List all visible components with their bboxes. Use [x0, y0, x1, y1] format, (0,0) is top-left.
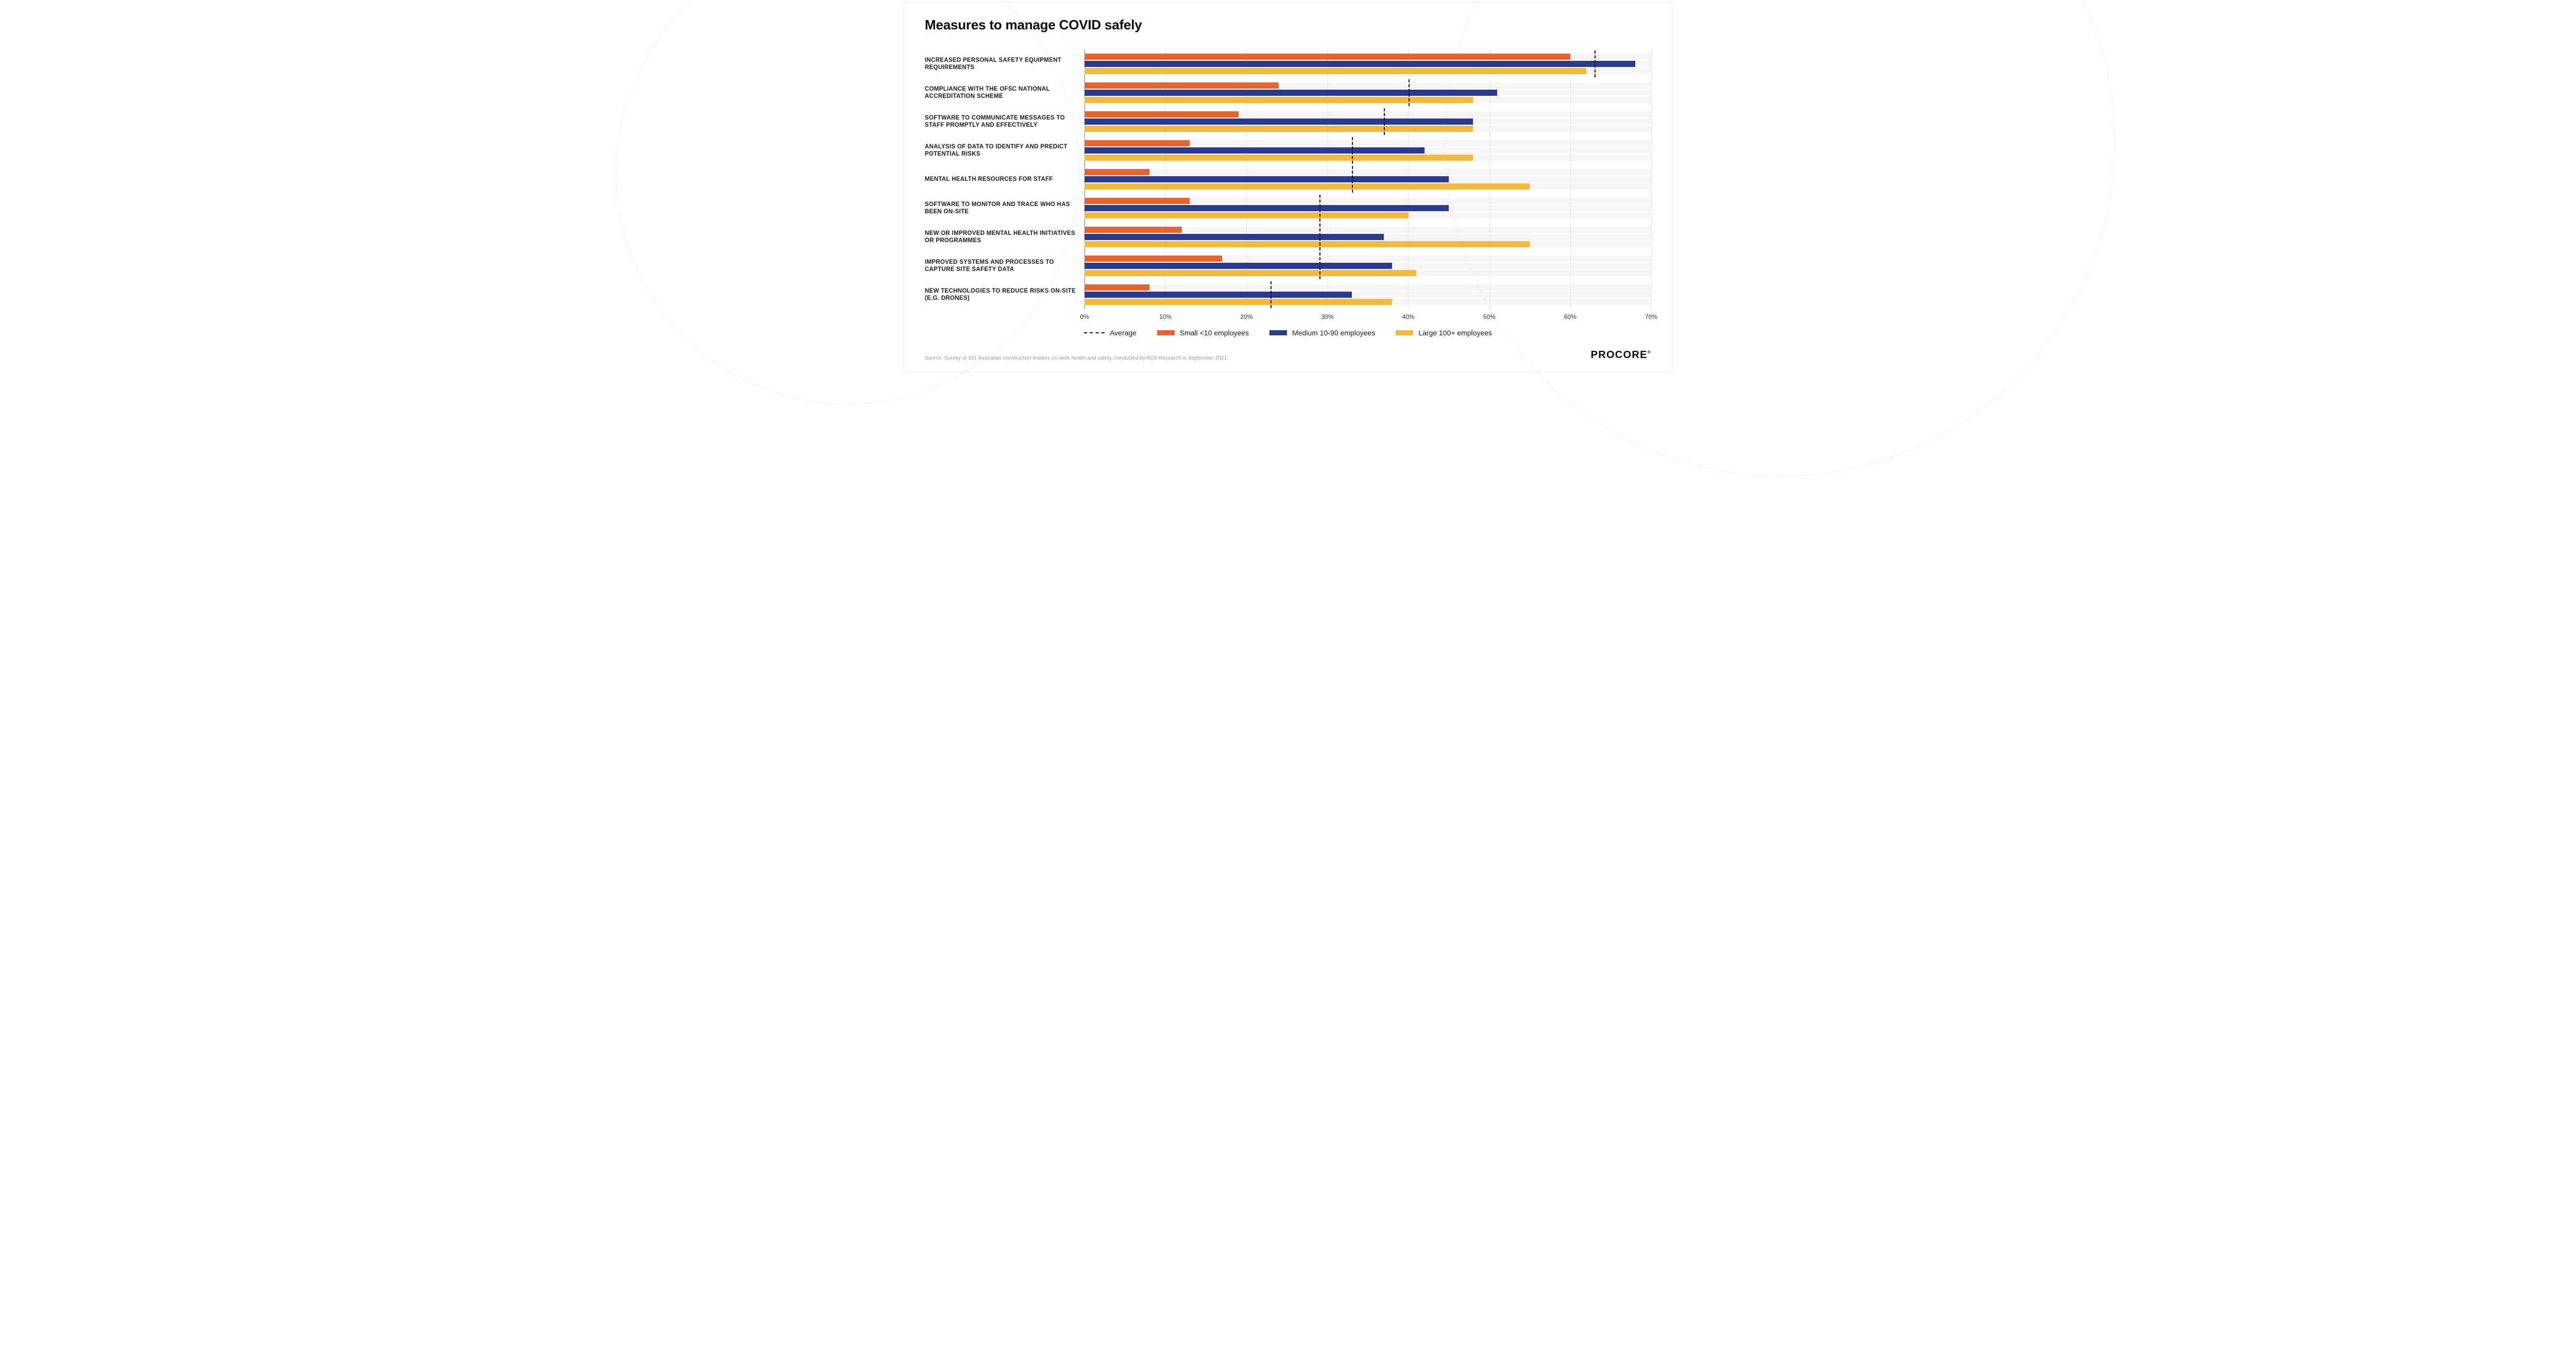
category-label: NEW OR IMPROVED MENTAL HEALTH INITIATIVE…	[925, 230, 1080, 245]
bar-large	[1084, 183, 1530, 190]
legend-item-average: Average	[1084, 329, 1137, 337]
legend: Average Small <10 employees Medium 10-90…	[925, 329, 1651, 337]
category-label: IMPROVED SYSTEMS AND PROCESSES TO CAPTUR…	[925, 259, 1080, 274]
bar-large	[1084, 97, 1473, 103]
bar-medium	[1084, 176, 1449, 182]
average-marker	[1409, 79, 1410, 106]
bar-medium	[1084, 90, 1497, 96]
bar-small	[1084, 169, 1149, 175]
x-tick-label: 0%	[1080, 313, 1089, 320]
average-marker	[1319, 224, 1320, 250]
x-tick-label: 70%	[1645, 313, 1657, 320]
legend-average-label: Average	[1110, 329, 1137, 337]
bar-large	[1084, 241, 1530, 247]
average-marker	[1352, 166, 1353, 193]
legend-label-medium: Medium 10-90 employees	[1292, 329, 1375, 337]
average-marker	[1270, 281, 1272, 308]
bar-medium	[1084, 205, 1449, 211]
average-marker	[1352, 137, 1353, 164]
legend-swatch-large	[1396, 330, 1413, 335]
bar-small	[1084, 54, 1570, 60]
average-marker	[1384, 108, 1385, 135]
x-tick-label: 40%	[1402, 313, 1415, 320]
bar-medium	[1084, 263, 1392, 269]
x-tick-label: 10%	[1159, 313, 1172, 320]
category-label-cell: INCREASED PERSONAL SAFETY EQUIPMENT REQU…	[925, 49, 1084, 78]
bar-group	[1084, 194, 1651, 223]
category-label-cell: COMPLIANCE WITH THE OFSC NATIONAL ACCRED…	[925, 78, 1084, 107]
x-tick-label: 50%	[1483, 313, 1496, 320]
legend-item-small: Small <10 employees	[1157, 329, 1249, 337]
legend-swatch-small	[1157, 330, 1175, 335]
bar-large	[1084, 155, 1473, 161]
bar-small	[1084, 198, 1190, 204]
legend-item-large: Large 100+ employees	[1396, 329, 1492, 337]
average-marker	[1319, 195, 1320, 222]
category-label-cell: ANALYSIS OF DATA TO IDENTIFY AND PREDICT…	[925, 136, 1084, 165]
bar-group	[1084, 280, 1651, 309]
bar-medium	[1084, 234, 1384, 240]
bar-small	[1084, 140, 1190, 146]
bar-group	[1084, 136, 1651, 165]
gridline	[1651, 49, 1652, 309]
x-tick-label: 20%	[1240, 313, 1252, 320]
category-label: INCREASED PERSONAL SAFETY EQUIPMENT REQU…	[925, 57, 1080, 72]
bar-group	[1084, 223, 1651, 251]
bar-large	[1084, 270, 1416, 276]
bar-group	[1084, 107, 1651, 136]
category-labels-column: INCREASED PERSONAL SAFETY EQUIPMENT REQU…	[925, 49, 1084, 309]
bar-small	[1084, 284, 1149, 291]
category-label-cell: SOFTWARE TO MONITOR AND TRACE WHO HAS BE…	[925, 194, 1084, 223]
legend-swatch-medium	[1269, 330, 1287, 335]
source-note: Source: Survey of 161 Australian constru…	[925, 355, 1228, 361]
brand-logo: PROCORE®	[1591, 349, 1651, 361]
bar-medium	[1084, 118, 1473, 125]
x-tick-label: 30%	[1321, 313, 1333, 320]
category-label-cell: NEW TECHNOLOGIES TO REDUCE RISKS ON-SITE…	[925, 280, 1084, 309]
bar-medium	[1084, 61, 1635, 67]
bar-groups	[1084, 49, 1651, 309]
category-label-cell: NEW OR IMPROVED MENTAL HEALTH INITIATIVE…	[925, 223, 1084, 251]
legend-label-large: Large 100+ employees	[1418, 329, 1492, 337]
average-marker	[1319, 252, 1320, 279]
bar-large	[1084, 68, 1586, 74]
category-label: MENTAL HEALTH RESOURCES FOR STAFF	[925, 176, 1080, 183]
bar-group	[1084, 78, 1651, 107]
bar-small	[1084, 82, 1279, 89]
chart-title: Measures to manage COVID safely	[925, 17, 1651, 33]
legend-label-small: Small <10 employees	[1180, 329, 1249, 337]
bar-large	[1084, 299, 1392, 305]
category-label: ANALYSIS OF DATA TO IDENTIFY AND PREDICT…	[925, 143, 1080, 158]
bar-group	[1084, 251, 1651, 280]
category-label: SOFTWARE TO COMMUNICATE MESSAGES TO STAF…	[925, 114, 1080, 129]
bar-group	[1084, 165, 1651, 194]
bar-small	[1084, 227, 1182, 233]
category-label-cell: SOFTWARE TO COMMUNICATE MESSAGES TO STAF…	[925, 107, 1084, 136]
average-marker	[1595, 50, 1596, 77]
x-tick-label: 60%	[1564, 313, 1577, 320]
legend-average-swatch	[1084, 332, 1105, 333]
bar-group	[1084, 49, 1651, 78]
plot-area	[1084, 49, 1651, 309]
category-label: COMPLIANCE WITH THE OFSC NATIONAL ACCRED…	[925, 86, 1080, 100]
category-label-cell: MENTAL HEALTH RESOURCES FOR STAFF	[925, 165, 1084, 194]
chart-card: Measures to manage COVID safely INCREASE…	[904, 2, 1672, 372]
category-label-cell: IMPROVED SYSTEMS AND PROCESSES TO CAPTUR…	[925, 251, 1084, 280]
bar-large	[1084, 126, 1473, 132]
x-axis: 0%10%20%30%40%50%60%70%	[1084, 310, 1651, 326]
category-label: NEW TECHNOLOGIES TO REDUCE RISKS ON-SITE…	[925, 287, 1080, 302]
bar-small	[1084, 256, 1222, 262]
category-label: SOFTWARE TO MONITOR AND TRACE WHO HAS BE…	[925, 201, 1080, 216]
legend-item-medium: Medium 10-90 employees	[1269, 329, 1375, 337]
bar-medium	[1084, 292, 1352, 298]
bar-large	[1084, 212, 1409, 218]
bar-medium	[1084, 147, 1425, 154]
bar-small	[1084, 111, 1239, 117]
